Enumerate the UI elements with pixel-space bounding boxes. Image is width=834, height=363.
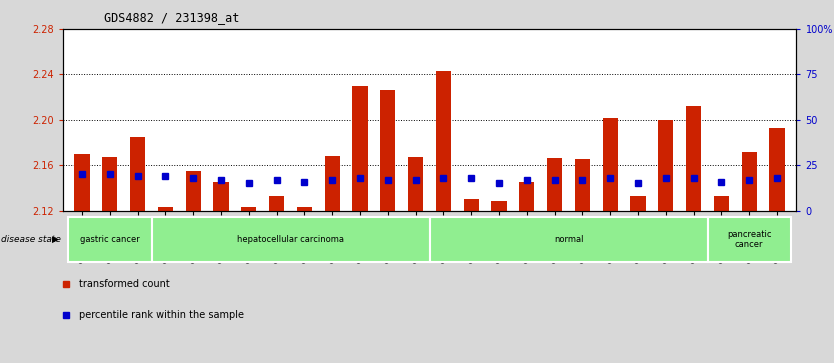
Bar — [297, 207, 312, 211]
FancyBboxPatch shape — [430, 217, 707, 262]
Bar — [241, 207, 256, 211]
Bar — [269, 196, 284, 211]
Bar — [435, 71, 451, 211]
Bar — [324, 156, 340, 211]
Bar — [158, 207, 173, 211]
Bar — [214, 182, 229, 211]
Text: ▶: ▶ — [52, 235, 58, 244]
Bar — [519, 182, 535, 211]
Bar — [352, 86, 368, 211]
Bar — [714, 196, 729, 211]
FancyBboxPatch shape — [707, 217, 791, 262]
Bar — [130, 137, 145, 211]
Bar — [491, 201, 507, 211]
Text: transformed count: transformed count — [78, 279, 169, 289]
Bar — [602, 118, 618, 211]
Bar — [741, 151, 757, 211]
Bar — [185, 171, 201, 211]
FancyBboxPatch shape — [68, 217, 152, 262]
Text: disease state: disease state — [1, 235, 61, 244]
Bar — [631, 196, 646, 211]
Bar — [769, 128, 785, 211]
Bar — [74, 154, 90, 211]
Bar — [380, 90, 395, 211]
Bar — [575, 159, 590, 211]
Text: hepatocellular carcinoma: hepatocellular carcinoma — [237, 235, 344, 244]
Bar — [408, 157, 423, 211]
Bar — [686, 106, 701, 211]
FancyBboxPatch shape — [152, 217, 430, 262]
Text: gastric cancer: gastric cancer — [80, 235, 139, 244]
Text: GDS4882 / 231398_at: GDS4882 / 231398_at — [104, 11, 239, 24]
Bar — [102, 157, 118, 211]
Text: normal: normal — [554, 235, 583, 244]
Text: percentile rank within the sample: percentile rank within the sample — [78, 310, 244, 320]
Text: pancreatic
cancer: pancreatic cancer — [727, 230, 771, 249]
Bar — [547, 158, 562, 211]
Bar — [658, 120, 674, 211]
Bar — [464, 199, 479, 211]
